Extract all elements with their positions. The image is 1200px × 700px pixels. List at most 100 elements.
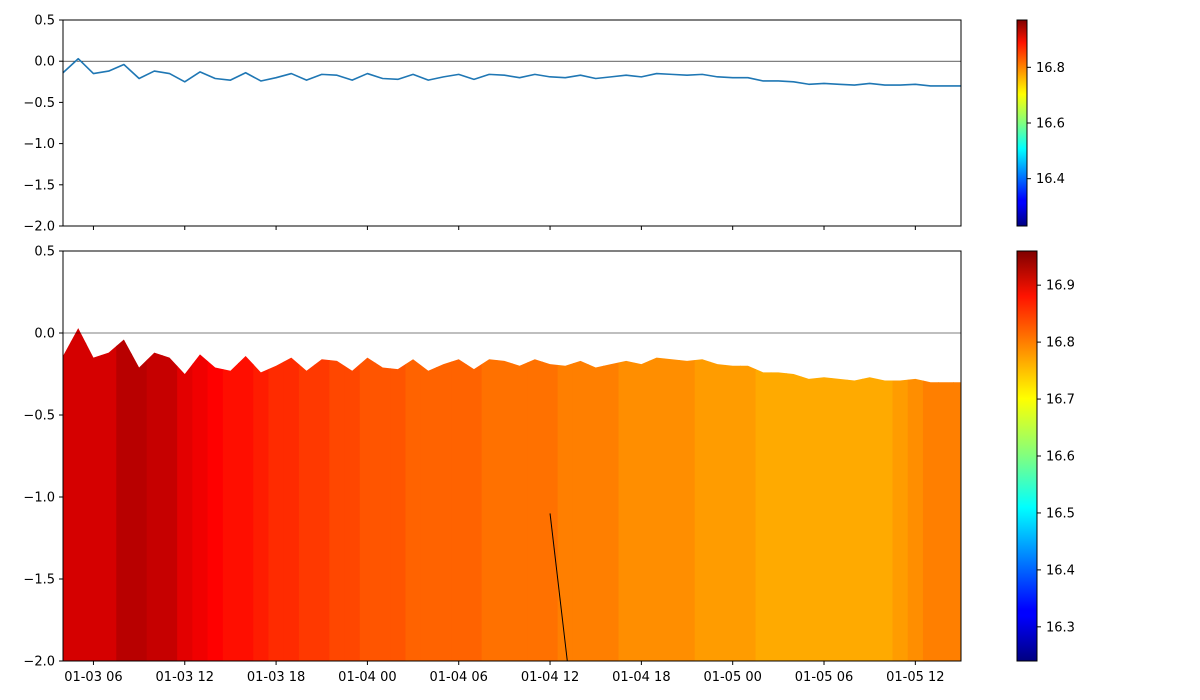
area-strip [222, 328, 239, 661]
area-strip [466, 328, 483, 661]
area-strip [740, 328, 757, 661]
area-strip [329, 328, 346, 661]
top-colorbar: 16.4 16.6 16.8 [1016, 19, 1065, 227]
area-strip [496, 328, 513, 661]
area-strip [831, 328, 848, 661]
area-strip [420, 328, 437, 661]
area-strip [877, 328, 894, 661]
area-strip [146, 328, 163, 661]
area-strip [953, 328, 961, 661]
y-tick-label: −0.5 [23, 409, 55, 424]
area-strip [177, 328, 193, 661]
area-strip [161, 328, 178, 661]
area-strip [298, 328, 315, 661]
area-strip [679, 328, 696, 661]
colorbar-tick-label: 16.3 [1046, 620, 1075, 635]
area-strip [785, 328, 802, 661]
colorbar-tick-label: 16.9 [1046, 279, 1075, 294]
area-strip [527, 328, 544, 661]
area-strip [862, 328, 878, 661]
area-strip [709, 328, 726, 661]
bottom-x-axis: 01-03 06 01-03 12 01-03 18 01-04 00 01-04 06… [64, 661, 945, 685]
y-tick-label: 0.0 [34, 327, 55, 342]
y-tick-label: −0.5 [23, 96, 55, 111]
bottom-annotation-line [549, 513, 568, 662]
area-strip [603, 328, 620, 661]
area-strip [85, 328, 102, 661]
area-strip [359, 328, 376, 661]
area-strip [755, 328, 772, 661]
area-strip [192, 328, 209, 661]
area-strip [116, 328, 133, 661]
area-strip [801, 328, 818, 661]
top-y-axis: 0.5 0.0 −0.5 −1.0 −1.5 −2.0 [23, 14, 63, 235]
x-tick-label: 01-05 00 [703, 670, 761, 685]
bottom-axes-frame [62, 250, 962, 662]
area-strip [633, 328, 650, 661]
bottom-colorbar: 16.3 16.4 16.5 16.6 16.7 16.8 16.9 [1016, 250, 1075, 662]
area-strip [238, 328, 254, 661]
area-strip [268, 328, 285, 661]
colorbar-tick-label: 16.7 [1046, 393, 1075, 408]
area-strip [283, 328, 300, 661]
area-strip [451, 328, 467, 661]
y-tick-label: −2.0 [23, 655, 55, 670]
top-axes-frame [62, 19, 962, 227]
area-strip [435, 328, 452, 661]
area-strip [63, 328, 72, 661]
colorbar-tick-label: 16.8 [1036, 61, 1065, 76]
area-strip [907, 328, 924, 661]
y-tick-label: −2.0 [23, 220, 55, 235]
area-strip [207, 328, 224, 661]
top-x-axis [92, 226, 916, 230]
area-strip [375, 328, 391, 661]
x-tick-label: 01-03 18 [247, 670, 305, 685]
area-strip [725, 328, 741, 661]
y-tick-label: −1.5 [23, 573, 55, 588]
colorbar-tick-label: 16.4 [1046, 563, 1075, 578]
x-tick-label: 01-04 06 [430, 670, 488, 685]
area-strip [694, 328, 711, 661]
x-tick-label: 01-04 12 [521, 670, 579, 685]
series-line [62, 57, 961, 87]
annotation-line [549, 513, 568, 662]
bottom-colorbar-ticks: 16.3 16.4 16.5 16.6 16.7 16.8 16.9 [1037, 279, 1075, 635]
bottom-area-fill [63, 328, 961, 661]
area-strip [314, 328, 330, 661]
y-tick-label: 0.0 [34, 55, 55, 70]
x-tick-label: 01-05 06 [795, 670, 853, 685]
area-strip [846, 328, 863, 661]
y-tick-label: 0.5 [34, 245, 55, 260]
x-tick-label: 01-04 00 [338, 670, 396, 685]
y-tick-label: −1.0 [23, 491, 55, 506]
colorbar-tick-label: 16.8 [1046, 336, 1075, 351]
area-strip [101, 328, 117, 661]
area-strip [512, 328, 528, 661]
top-panel: 0.5 0.0 −0.5 −1.0 −1.5 −2.0 [23, 14, 962, 235]
y-tick-label: 0.5 [34, 14, 55, 29]
area-strip [481, 328, 498, 661]
colorbar-tick-label: 16.6 [1036, 117, 1065, 132]
area-strip [131, 328, 148, 661]
x-tick-label: 01-05 12 [886, 670, 944, 685]
y-tick-label: −1.0 [23, 137, 55, 152]
top-series-line [62, 57, 962, 87]
x-tick-label: 01-04 18 [612, 670, 670, 685]
area-strip [542, 328, 559, 661]
area-strip [405, 328, 422, 661]
top-colorbar-gradient [1017, 20, 1027, 226]
y-tick-label: −1.5 [23, 178, 55, 193]
area-strip [344, 328, 361, 661]
area-strip [557, 328, 574, 661]
area-strip [648, 328, 665, 661]
area-strip [922, 328, 939, 661]
area-strip [892, 328, 909, 661]
area-strip [664, 328, 681, 661]
x-tick-label: 01-03 12 [156, 670, 214, 685]
area-strip [390, 328, 407, 661]
bottom-colorbar-gradient [1017, 251, 1037, 661]
area-strip [816, 328, 833, 661]
bottom-y-axis: 0.5 0.0 −0.5 −1.0 −1.5 −2.0 [23, 245, 63, 670]
area-strip [938, 328, 954, 661]
